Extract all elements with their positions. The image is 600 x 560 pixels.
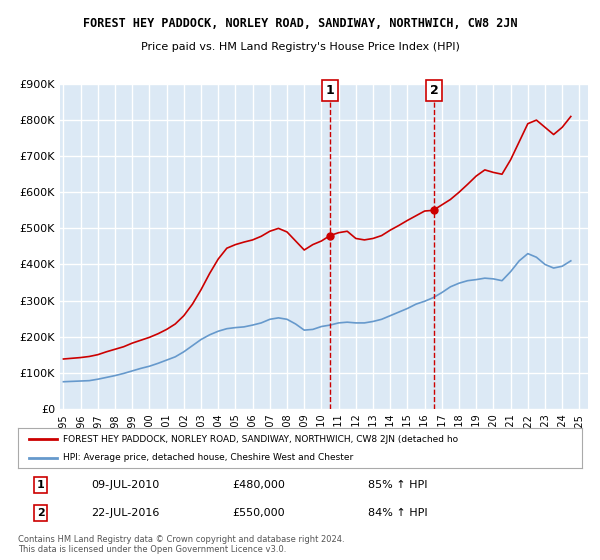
Text: HPI: Average price, detached house, Cheshire West and Chester: HPI: Average price, detached house, Ches…: [63, 453, 353, 463]
Text: FOREST HEY PADDOCK, NORLEY ROAD, SANDIWAY, NORTHWICH, CW8 2JN: FOREST HEY PADDOCK, NORLEY ROAD, SANDIWA…: [83, 17, 517, 30]
Text: £550,000: £550,000: [232, 508, 285, 518]
Text: FOREST HEY PADDOCK, NORLEY ROAD, SANDIWAY, NORTHWICH, CW8 2JN (detached ho: FOREST HEY PADDOCK, NORLEY ROAD, SANDIWA…: [63, 435, 458, 444]
Text: £480,000: £480,000: [232, 480, 285, 490]
Text: 1: 1: [326, 84, 335, 97]
Text: Contains HM Land Registry data © Crown copyright and database right 2024.
This d: Contains HM Land Registry data © Crown c…: [18, 535, 344, 554]
Text: Price paid vs. HM Land Registry's House Price Index (HPI): Price paid vs. HM Land Registry's House …: [140, 42, 460, 52]
Text: 2: 2: [37, 508, 44, 518]
Text: 2: 2: [430, 84, 439, 97]
Text: 09-JUL-2010: 09-JUL-2010: [91, 480, 160, 490]
Text: 84% ↑ HPI: 84% ↑ HPI: [368, 508, 427, 518]
Text: 1: 1: [37, 480, 44, 490]
Text: 85% ↑ HPI: 85% ↑ HPI: [368, 480, 427, 490]
Text: 22-JUL-2016: 22-JUL-2016: [91, 508, 160, 518]
